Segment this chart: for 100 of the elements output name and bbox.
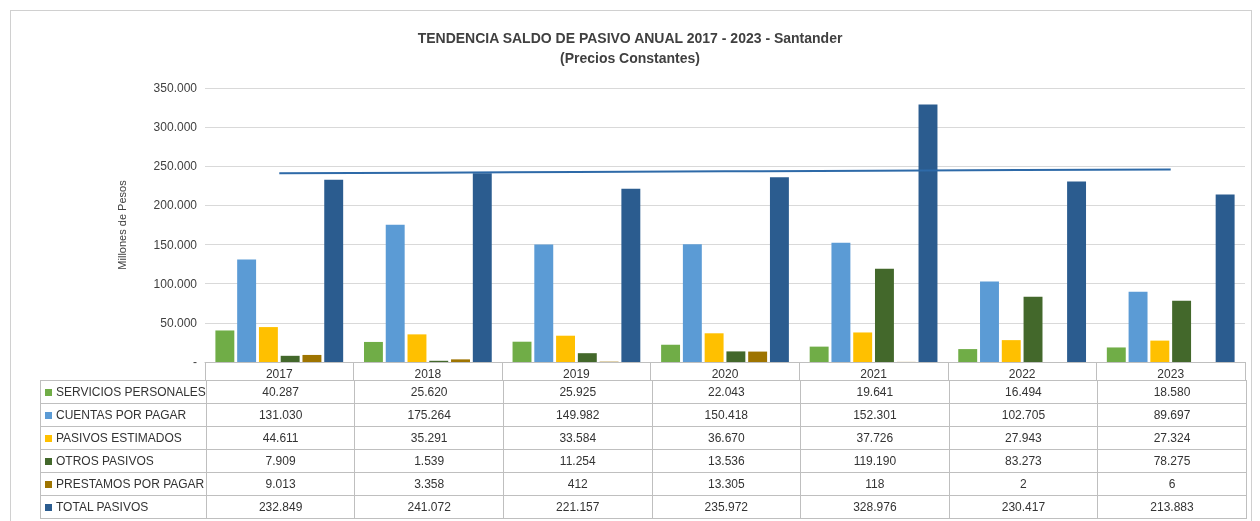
data-label: 16.494 bbox=[949, 380, 1098, 404]
bar bbox=[1215, 194, 1235, 362]
bar bbox=[853, 332, 873, 362]
y-tick-label: 100.000 bbox=[153, 276, 198, 291]
legend-label: SERVICIOS PERSONALES bbox=[40, 380, 207, 404]
bar bbox=[324, 179, 344, 362]
data-label: 25.620 bbox=[354, 380, 504, 404]
data-label: 149.982 bbox=[503, 403, 653, 427]
bar bbox=[1172, 300, 1192, 362]
bar bbox=[237, 259, 257, 362]
bar bbox=[472, 173, 492, 362]
data-label: 213.883 bbox=[1097, 495, 1247, 519]
x-tick-label: 2021 bbox=[860, 367, 888, 381]
data-label: 119.190 bbox=[800, 449, 950, 473]
y-tick-label: 250.000 bbox=[153, 159, 198, 174]
data-label: 40.287 bbox=[206, 380, 355, 404]
data-label: 328.976 bbox=[800, 495, 950, 519]
bar bbox=[1106, 347, 1126, 362]
bar bbox=[1023, 296, 1043, 362]
bar bbox=[1001, 340, 1021, 362]
bar bbox=[280, 355, 300, 362]
bar bbox=[258, 327, 278, 362]
data-label: 118 bbox=[800, 472, 950, 496]
bar bbox=[451, 359, 470, 362]
data-label: 150.418 bbox=[652, 403, 801, 427]
data-label: 13.305 bbox=[652, 472, 801, 496]
data-label: 18.580 bbox=[1097, 380, 1247, 404]
data-label: 44.611 bbox=[206, 426, 355, 450]
data-label: 175.264 bbox=[354, 403, 504, 427]
bar bbox=[769, 177, 789, 362]
bar bbox=[534, 244, 554, 362]
bar bbox=[809, 346, 829, 362]
data-label: 2 bbox=[949, 472, 1098, 496]
data-label: 6 bbox=[1097, 472, 1247, 496]
bar bbox=[302, 354, 322, 362]
data-label: 11.254 bbox=[503, 449, 653, 473]
legend-label: PASIVOS ESTIMADOS bbox=[40, 426, 207, 450]
bar bbox=[621, 188, 641, 362]
chart-subtitle: (Precios Constantes) bbox=[559, 50, 701, 66]
x-tick-label: 2020 bbox=[711, 367, 739, 381]
data-label: 152.301 bbox=[800, 403, 950, 427]
data-label: 7.909 bbox=[206, 449, 355, 473]
x-tick-label: 2017 bbox=[265, 367, 293, 381]
data-label: 3.358 bbox=[354, 472, 504, 496]
data-label: 27.943 bbox=[949, 426, 1098, 450]
chart-title: TENDENCIA SALDO DE PASIVO ANUAL 2017 - 2023 - Santander bbox=[417, 30, 843, 46]
y-tick-label: 150.000 bbox=[153, 237, 198, 252]
data-label: 19.641 bbox=[800, 380, 950, 404]
bar bbox=[385, 224, 405, 362]
data-label: 412 bbox=[503, 472, 653, 496]
y-tick-label: - bbox=[193, 355, 197, 369]
y-tick-label: 300.000 bbox=[153, 120, 198, 135]
legend-label: TOTAL PASIVOS bbox=[40, 495, 207, 519]
bar bbox=[407, 334, 427, 362]
data-label: 235.972 bbox=[652, 495, 801, 519]
bar bbox=[363, 341, 383, 362]
bar bbox=[215, 330, 235, 362]
bar bbox=[980, 281, 999, 362]
bar bbox=[958, 349, 978, 362]
data-label: 33.584 bbox=[503, 426, 653, 450]
legend-label: OTROS PASIVOS bbox=[40, 449, 207, 473]
data-label: 13.536 bbox=[652, 449, 801, 473]
data-label: 241.072 bbox=[354, 495, 504, 519]
data-label: 78.275 bbox=[1097, 449, 1247, 473]
bar bbox=[682, 244, 702, 362]
bar bbox=[661, 344, 681, 362]
y-tick-label: 350.000 bbox=[153, 81, 198, 95]
legend-label: PRESTAMOS POR PAGAR bbox=[40, 472, 207, 496]
data-label: 9.013 bbox=[206, 472, 355, 496]
data-label: 230.417 bbox=[949, 495, 1098, 519]
bar bbox=[1067, 181, 1087, 362]
data-label: 37.726 bbox=[800, 426, 950, 450]
data-label: 22.043 bbox=[652, 380, 801, 404]
data-label: 131.030 bbox=[206, 403, 355, 427]
x-tick-label: 2023 bbox=[1157, 367, 1185, 381]
legend-label: CUENTAS POR PAGAR bbox=[40, 403, 207, 427]
bar bbox=[704, 333, 724, 362]
y-axis-title: Millones de Pesos bbox=[115, 179, 128, 270]
y-tick-label: 50.000 bbox=[160, 315, 198, 330]
data-label: 1.539 bbox=[354, 449, 504, 473]
data-label: 89.697 bbox=[1097, 403, 1247, 427]
data-label: 232.849 bbox=[206, 495, 355, 519]
x-tick-label: 2018 bbox=[414, 367, 442, 381]
bar bbox=[831, 242, 851, 362]
bar bbox=[512, 341, 532, 362]
bar bbox=[726, 351, 746, 362]
data-label: 221.157 bbox=[503, 495, 653, 519]
bar bbox=[918, 104, 938, 362]
data-label: 83.273 bbox=[949, 449, 1098, 473]
bar bbox=[748, 351, 768, 362]
bar bbox=[874, 268, 894, 362]
data-label: 35.291 bbox=[354, 426, 504, 450]
data-label: 102.705 bbox=[949, 403, 1098, 427]
data-label: 27.324 bbox=[1097, 426, 1247, 450]
bar bbox=[1150, 340, 1170, 362]
data-label: 36.670 bbox=[652, 426, 801, 450]
bar bbox=[1128, 291, 1148, 362]
data-label: 25.925 bbox=[503, 380, 653, 404]
bar bbox=[556, 335, 576, 362]
x-tick-label: 2019 bbox=[563, 367, 591, 381]
